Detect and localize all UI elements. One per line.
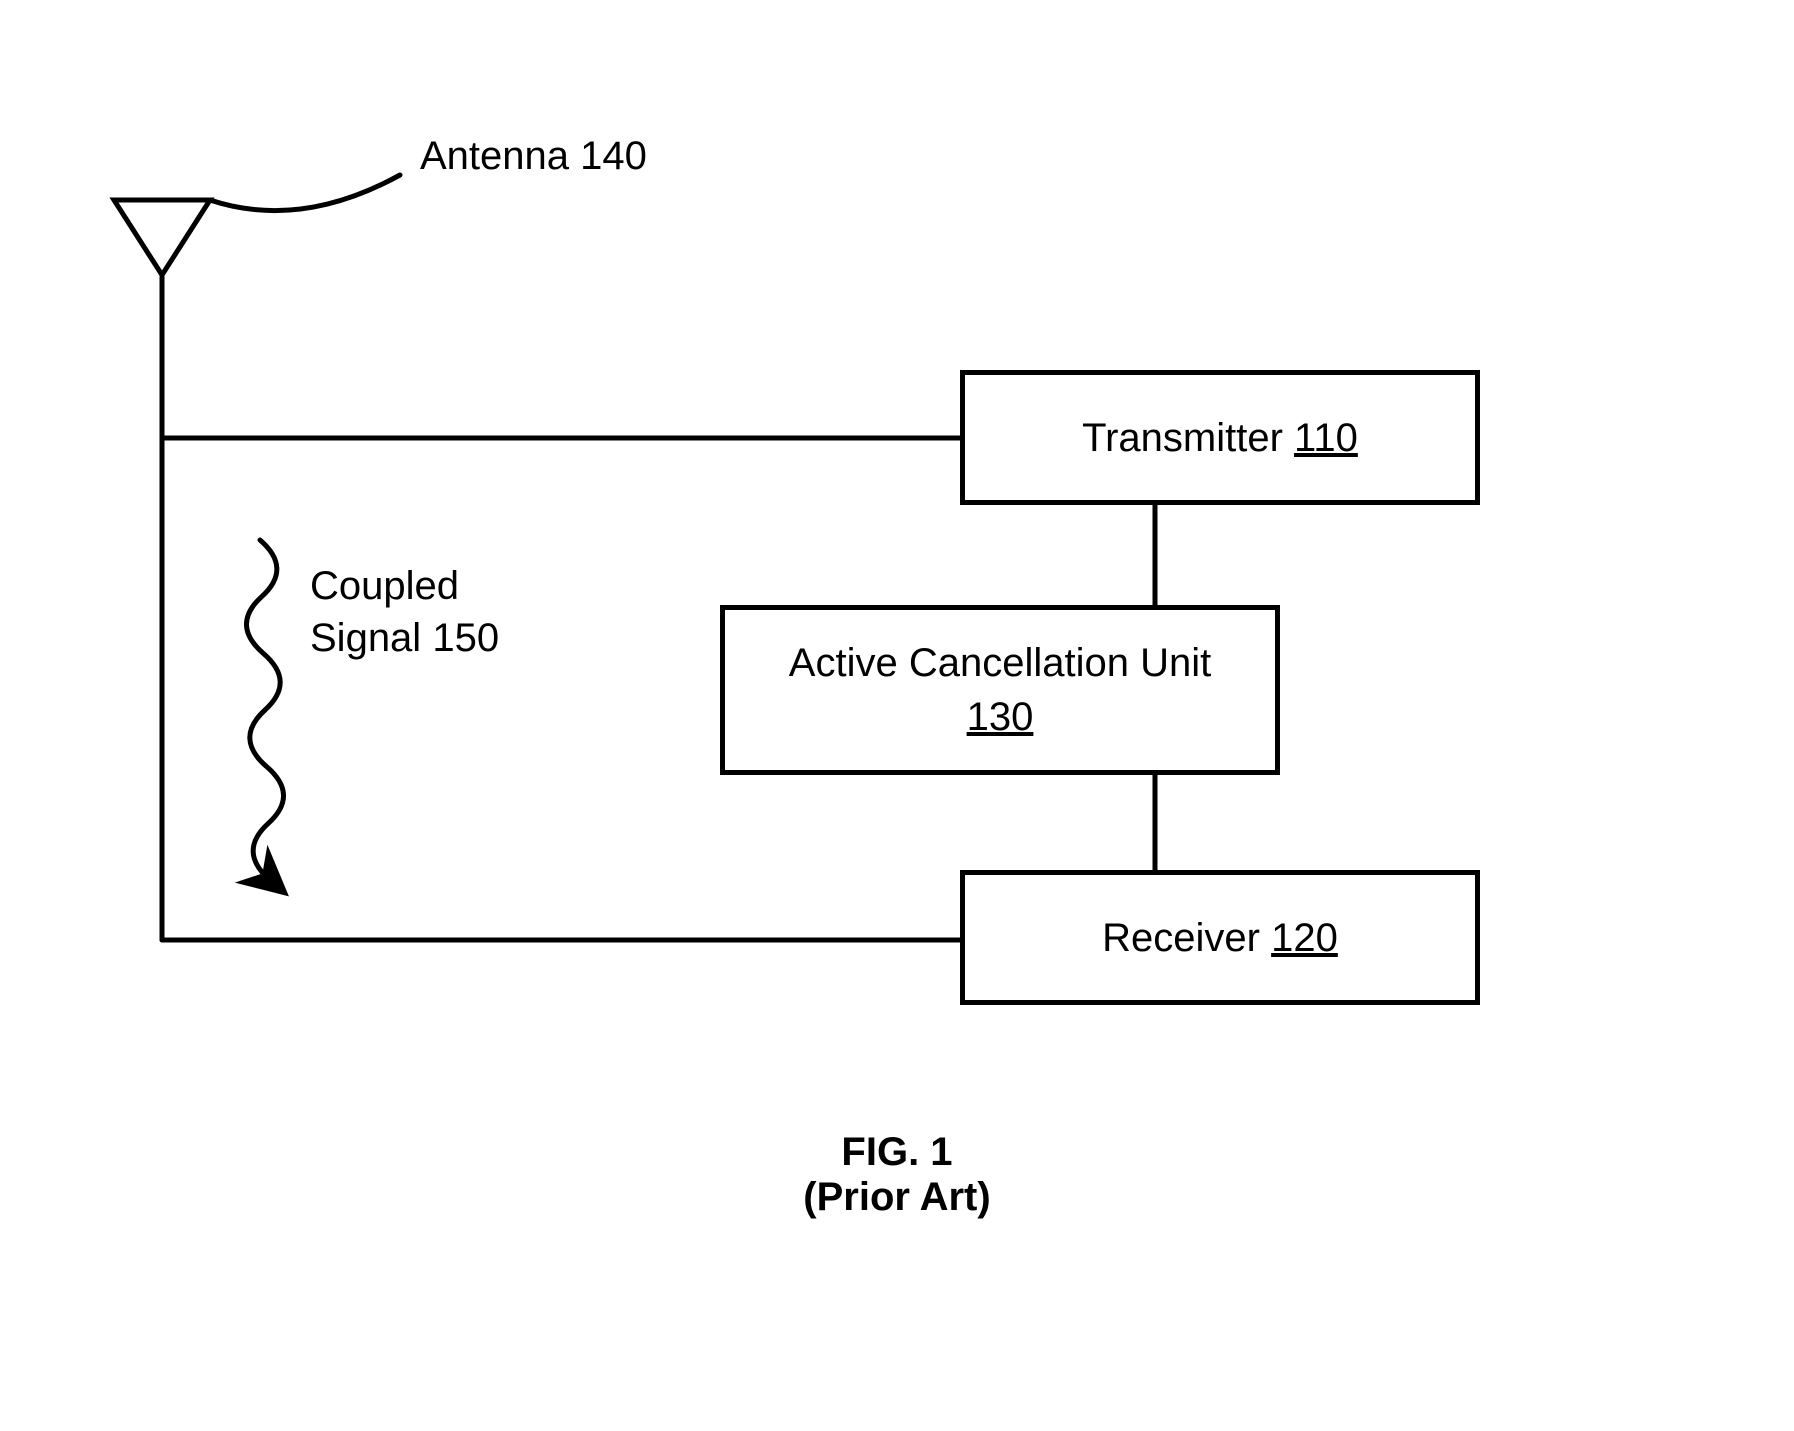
transmitter-block: Transmitter 110 bbox=[960, 370, 1480, 505]
antenna-label: Antenna 140 bbox=[420, 130, 647, 182]
coupled-line1: Coupled bbox=[310, 564, 459, 608]
coupled-signal-label: Coupled Signal 150 bbox=[310, 560, 499, 664]
coupled-ref: 150 bbox=[432, 616, 499, 660]
acu-ref: 130 bbox=[967, 695, 1034, 739]
antenna-ref: 140 bbox=[580, 134, 647, 178]
caption-line1: FIG. 1 bbox=[841, 1130, 952, 1174]
caption-line2: (Prior Art) bbox=[803, 1175, 990, 1219]
acu-text: Active Cancellation Unit bbox=[789, 641, 1211, 685]
antenna-text: Antenna bbox=[420, 134, 569, 178]
receiver-text: Receiver bbox=[1102, 916, 1260, 960]
transmitter-ref: 110 bbox=[1294, 416, 1358, 460]
active-cancellation-block: Active Cancellation Unit 130 bbox=[720, 605, 1280, 775]
diagram-canvas: Transmitter 110 Active Cancellation Unit… bbox=[0, 0, 1794, 1431]
receiver-label: Receiver 120 bbox=[1102, 911, 1338, 965]
figure-caption: FIG. 1 (Prior Art) bbox=[0, 1130, 1794, 1220]
acu-label: Active Cancellation Unit 130 bbox=[789, 636, 1211, 744]
coupled-line2: Signal bbox=[310, 616, 421, 660]
transmitter-label: Transmitter 110 bbox=[1082, 411, 1358, 465]
receiver-ref: 120 bbox=[1271, 916, 1338, 960]
transmitter-text: Transmitter bbox=[1082, 416, 1283, 460]
receiver-block: Receiver 120 bbox=[960, 870, 1480, 1005]
